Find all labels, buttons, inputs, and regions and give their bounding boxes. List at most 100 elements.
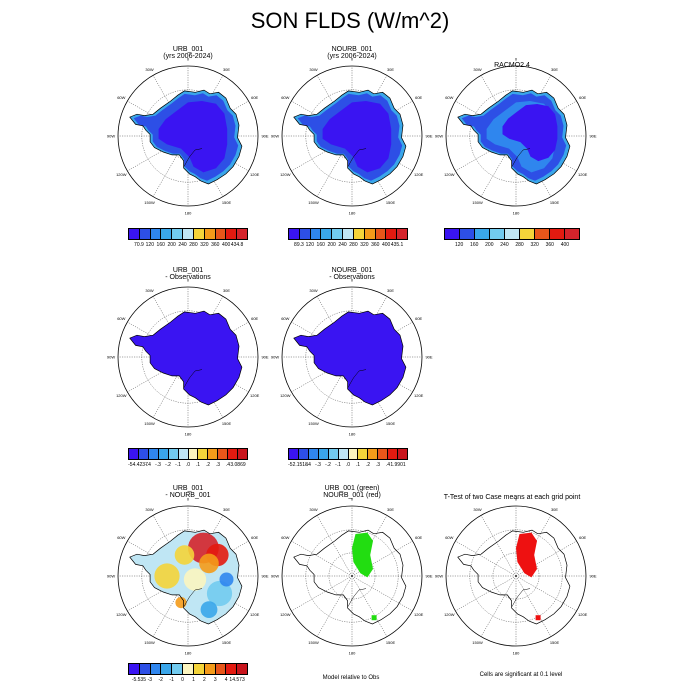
coastline — [129, 310, 243, 406]
longitude-label: 60W — [281, 316, 289, 321]
latitude-circle — [305, 529, 399, 623]
ice-shelf-line — [183, 588, 203, 607]
longitude-label: 120W — [116, 172, 127, 177]
longitude-label: 30W — [145, 288, 153, 293]
colorbar-swatch — [310, 229, 322, 239]
colorbar-tick-label: .0 — [185, 462, 191, 468]
title-line: (yrs 2006-2024) — [163, 53, 213, 60]
ice-shelf-line — [511, 588, 531, 607]
colorbar-tick-label: 160 — [156, 242, 165, 248]
colorbar-tick-label: 160 — [316, 242, 325, 248]
colorbar-swatch — [321, 229, 333, 239]
longitude-label: 60W — [445, 535, 453, 540]
colorbar-tick-label: 240 — [338, 242, 347, 248]
colorbar-tick-label: 360 — [211, 242, 220, 248]
longitude-label: 120E — [414, 612, 424, 617]
colorbar-tick-label: 400 — [222, 242, 231, 248]
longitude-label: 30W — [473, 67, 481, 72]
longitude-label: 90W — [435, 574, 443, 579]
meridian-line — [187, 321, 249, 358]
longitude-label: 180 — [349, 432, 356, 437]
colorbar-labels: 70.9 120 160 200 240 280 320 360 400 434.8 — [128, 242, 248, 250]
colorbar-tick-label: .4 — [385, 462, 391, 468]
title-line: - Observations — [329, 274, 375, 281]
meridian-line — [187, 575, 224, 637]
colorbar-swatch — [332, 229, 344, 239]
colorbar-tick-label: 400 — [382, 242, 391, 248]
longitude-label: 90W — [435, 134, 443, 139]
longitude-label: 120E — [578, 612, 588, 617]
colorbar-tick-label: 320 — [200, 242, 209, 248]
colorbar-tick-label: 1 — [192, 677, 195, 683]
colorbar-tick-label: 435.1 — [390, 242, 404, 248]
ice-shelf-line — [183, 148, 203, 167]
colorbar-swatch — [193, 664, 205, 674]
meridian-line — [351, 540, 413, 577]
colorbar-tick-label: 14.573 — [229, 677, 245, 683]
colorbar-swatch — [353, 229, 365, 239]
colorbar-swatch — [535, 229, 550, 239]
longitude-label: 30E — [387, 288, 394, 293]
longitude-label: 90W — [107, 355, 115, 360]
longitude-label: 150E — [550, 200, 560, 205]
longitude-label: 180 — [185, 211, 192, 216]
meridian-line — [152, 296, 189, 358]
colorbar-tick-label: 320 — [530, 242, 539, 248]
meridian-line — [152, 356, 189, 418]
meridian-line — [187, 135, 224, 197]
meridian-line — [291, 540, 353, 577]
colorbar-swatch — [475, 229, 490, 239]
note-model-relative: Model relative to Obs — [322, 675, 380, 681]
colorbar-cb3 — [444, 228, 580, 240]
colorbar-swatch — [550, 229, 565, 239]
colorbar-tick-label: 120 — [454, 242, 464, 248]
colorbar-tick-label: 89.3 — [294, 242, 304, 248]
longitude-label: 120E — [414, 172, 424, 177]
difference-cell — [199, 553, 219, 574]
longitude-label: 150W — [144, 640, 155, 645]
meridian-line — [351, 135, 388, 197]
longitude-label: 60W — [445, 95, 453, 100]
colorbar-tick-label: -2 — [158, 677, 163, 683]
title-line: (yrs 2006-2024) — [327, 53, 377, 60]
colorbar-swatch — [183, 229, 194, 239]
longitude-label: 90E — [589, 134, 596, 139]
longitude-label: 0 — [351, 57, 354, 62]
longitude-label: 90E — [261, 134, 268, 139]
title-line: T-Test of two Case means at each grid po… — [443, 494, 581, 501]
colorbar-swatch — [228, 449, 239, 459]
coastline — [457, 529, 571, 625]
coastline — [129, 529, 243, 625]
colorbar-swatch — [150, 664, 162, 674]
colorbar-swatch — [398, 449, 408, 459]
coastline — [293, 529, 407, 625]
longitude-label: 150E — [222, 200, 232, 205]
colorbar-swatch — [172, 229, 184, 239]
colorbar-swatch — [237, 229, 247, 239]
title-line: - NOURB_001 — [165, 492, 211, 499]
longitude-label: 150W — [144, 200, 155, 205]
colorbar-tick-label: .1 — [355, 462, 361, 468]
longitude-label: 30W — [309, 288, 317, 293]
longitude-label: 180 — [349, 651, 356, 656]
meridian-line — [351, 356, 388, 418]
colorbar-tick-label: 400 — [560, 242, 570, 248]
colorbar-swatch — [139, 664, 151, 674]
longitude-label: 150W — [308, 421, 319, 426]
longitude-label: 30E — [223, 507, 230, 512]
longitude-label: 120W — [444, 612, 455, 617]
meridian-line — [152, 515, 189, 577]
colorbar-swatch — [139, 229, 151, 239]
colorbar-tick-label: -.4 — [145, 462, 151, 468]
longitude-label: 90W — [271, 134, 279, 139]
panel-title-model-rel: URB_001 (green) NOURB_001 (red) — [282, 485, 422, 499]
colorbar-labels: 89.3 120 160 200 240 280 320 360 400 435.1 — [288, 242, 408, 250]
longitude-label: 60W — [281, 95, 289, 100]
colorbar-swatch — [378, 449, 389, 459]
meridian-line — [187, 356, 224, 418]
ice-shelf-line — [347, 148, 367, 167]
colorbar-swatch — [204, 229, 216, 239]
colorbar-tick-label: -.2 — [165, 462, 171, 468]
colorbar-swatch — [198, 449, 209, 459]
colorbar-labels: -54.4237 -.4 -.3 -.2 -.1 .0 .1 .2 .3 .4 3.0869 — [128, 462, 248, 470]
